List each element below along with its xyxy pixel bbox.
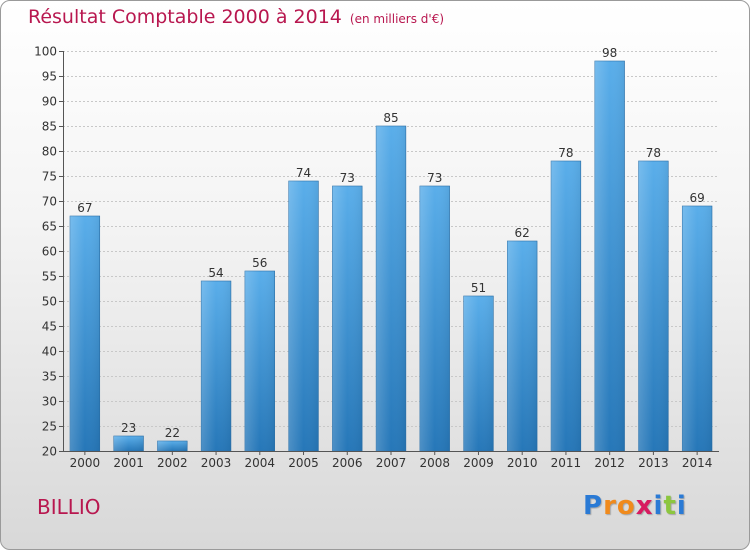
- x-tick-label: 2003: [201, 456, 232, 470]
- x-tick-label: 2006: [332, 456, 363, 470]
- logo-letter: i: [653, 491, 664, 521]
- x-tick-label: 2002: [157, 456, 188, 470]
- y-tick-label: 20: [42, 445, 57, 459]
- bar-shine: [551, 161, 581, 451]
- y-tick-label: 30: [42, 395, 57, 409]
- bar-shine: [463, 296, 494, 451]
- x-tick-label: 2013: [638, 456, 669, 470]
- bar-shine: [638, 161, 669, 451]
- y-tick-label: 50: [42, 295, 57, 309]
- y-tick-label: 100: [34, 45, 57, 59]
- y-tick-label: 45: [42, 320, 57, 334]
- y-tick-label: 80: [42, 145, 57, 159]
- bar-shine: [113, 436, 144, 451]
- data-label: 56: [252, 256, 267, 270]
- data-label: 22: [165, 426, 180, 440]
- data-label: 23: [121, 421, 136, 435]
- data-label: 54: [208, 266, 223, 280]
- data-label: 51: [471, 281, 486, 295]
- bar-shine: [244, 271, 275, 451]
- x-tick-label: 2007: [376, 456, 407, 470]
- y-tick-label: 75: [42, 170, 57, 184]
- data-label: 73: [427, 171, 442, 185]
- y-tick-label: 95: [42, 70, 57, 84]
- x-tick-label: 2011: [551, 456, 582, 470]
- bar-shine: [594, 61, 625, 451]
- bar-shine: [376, 126, 406, 451]
- logo-letter: x: [635, 491, 654, 521]
- bar-layer: 67 23 22 54 56 74 73 85 73 51 62 78 98 78 69: [69, 46, 713, 452]
- data-label: 69: [689, 191, 704, 205]
- x-tick-label: 2000: [70, 456, 101, 470]
- data-label: 98: [602, 46, 617, 60]
- logo-letter: t: [663, 491, 677, 521]
- data-label: 62: [515, 226, 530, 240]
- y-tick-label: 35: [42, 370, 57, 384]
- data-label: 73: [340, 171, 355, 185]
- bar-shine: [201, 281, 231, 451]
- x-tick-label: 2005: [288, 456, 319, 470]
- y-tick-label: 90: [42, 95, 57, 109]
- y-tick-label: 85: [42, 120, 57, 134]
- y-tick-label: 70: [42, 195, 57, 209]
- x-tick-label: 2009: [463, 456, 494, 470]
- data-label: 74: [296, 166, 311, 180]
- data-label: 67: [77, 201, 92, 215]
- y-tick-label: 25: [42, 420, 57, 434]
- chart-title-text: Résultat Comptable 2000 à 2014: [28, 6, 342, 28]
- x-tick-label: 2008: [419, 456, 450, 470]
- data-label: 78: [558, 146, 573, 160]
- data-label: 78: [646, 146, 661, 160]
- logo-letter: r: [603, 491, 617, 521]
- x-tick-label: 2010: [507, 456, 538, 470]
- logo-letter: P: [583, 491, 604, 521]
- commune-name: BILLIO: [37, 495, 101, 519]
- bar-shine: [288, 181, 319, 451]
- y-tick-label: 55: [42, 270, 57, 284]
- logo-letter: o: [616, 491, 636, 521]
- y-tick-label: 40: [42, 345, 57, 359]
- x-tick-label: 2012: [594, 456, 625, 470]
- chart-title: Résultat Comptable 2000 à 2014 (en millie…: [28, 6, 444, 28]
- bar-shine: [69, 216, 100, 451]
- proxiti-logo: Proxiti: [583, 491, 687, 521]
- logo-letter: i: [676, 491, 687, 521]
- bar-shine: [157, 441, 188, 451]
- chart-unit-label: (en milliers d'€): [349, 12, 445, 26]
- data-label: 85: [383, 111, 398, 125]
- bar-shine: [507, 241, 538, 451]
- x-tick-label: 2004: [245, 456, 276, 470]
- axis-layer: 20 25 30 35 40 45 50 55 60 65 70 75 80 85 90 95 100 2000 2…: [34, 45, 719, 470]
- x-tick-label: 2014: [682, 456, 713, 470]
- bar-shine: [682, 206, 713, 451]
- x-tick-label: 2001: [113, 456, 144, 470]
- y-tick-label: 65: [42, 220, 57, 234]
- bar-shine: [332, 186, 363, 451]
- y-tick-label: 60: [42, 245, 57, 259]
- bar-shine: [419, 186, 450, 451]
